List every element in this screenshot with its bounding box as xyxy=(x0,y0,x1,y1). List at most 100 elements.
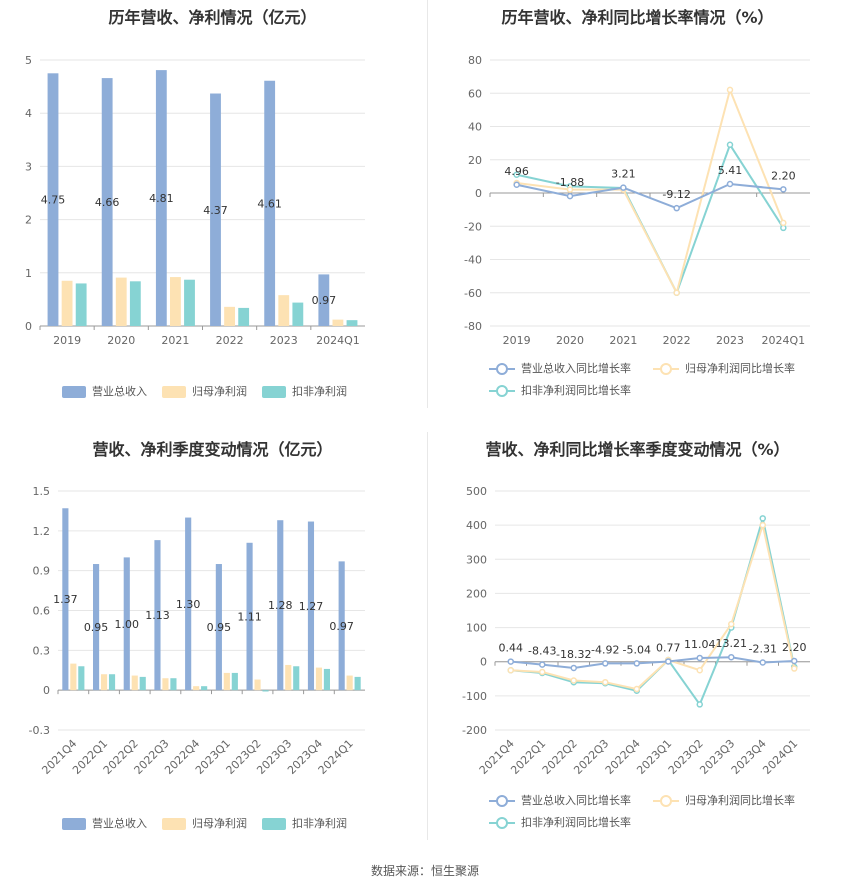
bar-netprofit xyxy=(346,675,353,691)
series-point-netprofit xyxy=(602,678,609,686)
y-tick-label: 0 xyxy=(43,684,50,697)
series-point-revenue xyxy=(602,660,609,667)
legend-item-deducted-growth[interactable]: 扣非净利润同比增长率 xyxy=(489,814,631,830)
bar-revenue xyxy=(101,78,113,326)
bar-deducted xyxy=(231,672,238,691)
series-point-netprofit xyxy=(566,186,574,193)
bar-data-label: 1.30 xyxy=(176,598,201,611)
series-point-revenue xyxy=(759,659,766,666)
series-point-revenue xyxy=(791,657,798,665)
bar-deducted xyxy=(238,307,250,326)
legend-item-netprofit-growth[interactable]: 归母净利润同比增长率 xyxy=(653,360,795,376)
series-point-netprofit xyxy=(728,620,735,628)
quarterly-growth-rate-chart: 营收、净利同比增长率季度变动情况（%） -200 -100 0 100 200 300 40… xyxy=(425,430,850,850)
legend-item-deducted-growth[interactable]: 扣非净利润同比增长率 xyxy=(489,382,631,398)
vertical-divider-lower xyxy=(427,432,428,840)
y-tick-label: 3 xyxy=(25,160,32,173)
series-point-netprofit xyxy=(791,665,798,672)
bar-deducted xyxy=(170,678,177,691)
bar-deducted xyxy=(346,320,358,326)
line-data-label: 13.21 xyxy=(716,637,748,650)
bar-netprofit xyxy=(285,664,292,691)
series-line-deducted xyxy=(516,142,785,296)
line-data-label: 2.20 xyxy=(771,169,796,182)
bar-deducted xyxy=(323,668,331,691)
bar-data-label: 0.95 xyxy=(84,621,109,634)
bar-data-label: 1.28 xyxy=(268,599,293,612)
bar-netprofit xyxy=(254,679,261,691)
annual-growth-rate-plot: -80 -60 -40 -20 0 20 40 60 80 2019 2020 2021 2022 202… xyxy=(464,54,810,347)
y-tick-label: 4 xyxy=(25,107,32,120)
chart-title: 营收、净利同比增长率季度变动情况（%） xyxy=(485,440,790,459)
line-data-label: 5.41 xyxy=(718,164,743,177)
y-tick-label: 40 xyxy=(468,121,482,134)
bar-netprofit xyxy=(278,295,290,326)
series-point-revenue xyxy=(566,192,574,200)
quarterly-revenue-profit-plot: -0.300.30.60.91.21.52021Q42022Q12022Q220… xyxy=(29,485,365,777)
quarterly-revenue-profit-chart: 营收、净利季度变动情况（亿元） -0.3 0 0.3 0.6 0.9 1.2 1.5 2021… xyxy=(0,430,425,850)
y-tick-label: -60 xyxy=(464,287,482,300)
series-point-revenue xyxy=(673,204,680,212)
bar-revenue xyxy=(307,521,315,691)
series-point-revenue xyxy=(570,664,577,672)
annual-revenue-profit-plot: 0 1 2 3 4 5 2019 2020 2021 2022 2023 2024Q1 4.75 4.66… xyxy=(25,54,365,347)
series-point-deducted xyxy=(513,171,520,178)
y-tick-label: 0 xyxy=(25,320,32,333)
series-point-revenue xyxy=(507,658,514,665)
x-tick-label: 2024Q1 xyxy=(316,334,360,347)
legend-item-revenue-growth[interactable]: 营业总收入同比增长率 xyxy=(489,360,631,376)
x-tick-label: 2021 xyxy=(609,334,637,347)
bar-netprofit xyxy=(170,277,181,326)
series-point-deducted xyxy=(759,515,766,522)
line-data-label: 0.77 xyxy=(656,641,681,654)
annual-revenue-profit-chart: 历年营收、净利情况（亿元） 0 1 2 3 4 5 2019 2020 2021 2022 2023… xyxy=(0,0,425,410)
chart-title: 历年营收、净利情况（亿元） xyxy=(108,8,317,27)
bar-netprofit xyxy=(223,672,230,691)
bar-netprofit xyxy=(70,663,77,691)
line-data-label: 11.04 xyxy=(684,638,716,651)
data-source-note: 数据来源：恒生聚源 xyxy=(370,864,479,878)
legend-item-deducted[interactable]: 扣非净利润 xyxy=(262,815,347,831)
bar-deducted xyxy=(292,302,304,326)
legend-item-netprofit[interactable]: 归母净利润 xyxy=(162,383,247,399)
line-data-label: -4.92 xyxy=(591,643,619,656)
legend-item-revenue[interactable]: 营业总收入 xyxy=(62,383,147,399)
bar-netprofit xyxy=(315,667,323,691)
legend-item-revenue[interactable]: 营业总收入 xyxy=(62,815,147,831)
chart-title: 历年营收、净利同比增长率情况（%） xyxy=(501,8,774,27)
series-point-revenue xyxy=(633,660,640,667)
bar-revenue xyxy=(92,564,100,691)
x-tick-label: 2023 xyxy=(716,334,744,347)
bar-data-label: 1.00 xyxy=(115,618,140,631)
series-point-deducted xyxy=(696,701,703,708)
legend-item-netprofit[interactable]: 归母净利润 xyxy=(162,815,247,831)
bar-data-label: 4.66 xyxy=(95,196,120,209)
y-tick-label: 100 xyxy=(466,622,487,635)
bar-netprofit xyxy=(131,675,138,691)
y-tick-label: 80 xyxy=(468,54,482,67)
y-tick-label: -0.3 xyxy=(29,724,50,737)
legend-item-revenue-growth[interactable]: 营业总收入同比增长率 xyxy=(489,792,631,808)
line-data-label: 3.21 xyxy=(611,168,636,181)
legend-item-deducted[interactable]: 扣非净利润 xyxy=(262,383,347,399)
y-tick-label: 60 xyxy=(468,87,482,100)
y-tick-label: 0 xyxy=(480,656,487,669)
series-point-netprofit xyxy=(726,86,734,94)
x-tick-label: 2021 xyxy=(161,334,189,347)
bar-deducted xyxy=(75,283,87,326)
series-point-revenue xyxy=(620,184,627,191)
y-tick-label: 1 xyxy=(25,267,32,280)
bar-deducted xyxy=(108,674,116,691)
line-data-label: -9.12 xyxy=(662,188,690,201)
x-tick-label: 2022 xyxy=(663,334,691,347)
line-data-label: 0.44 xyxy=(499,642,524,655)
bar-revenue xyxy=(123,557,130,691)
bar-netprofit xyxy=(193,686,200,691)
line-data-label: -5.04 xyxy=(623,643,651,656)
legend-item-netprofit-growth[interactable]: 归母净利润同比增长率 xyxy=(653,792,795,808)
bar-deducted xyxy=(262,690,269,692)
bar-revenue xyxy=(155,70,167,326)
bar-deducted xyxy=(201,686,208,691)
line-data-label: -1.88 xyxy=(556,176,584,189)
bar-netprofit xyxy=(332,319,344,326)
